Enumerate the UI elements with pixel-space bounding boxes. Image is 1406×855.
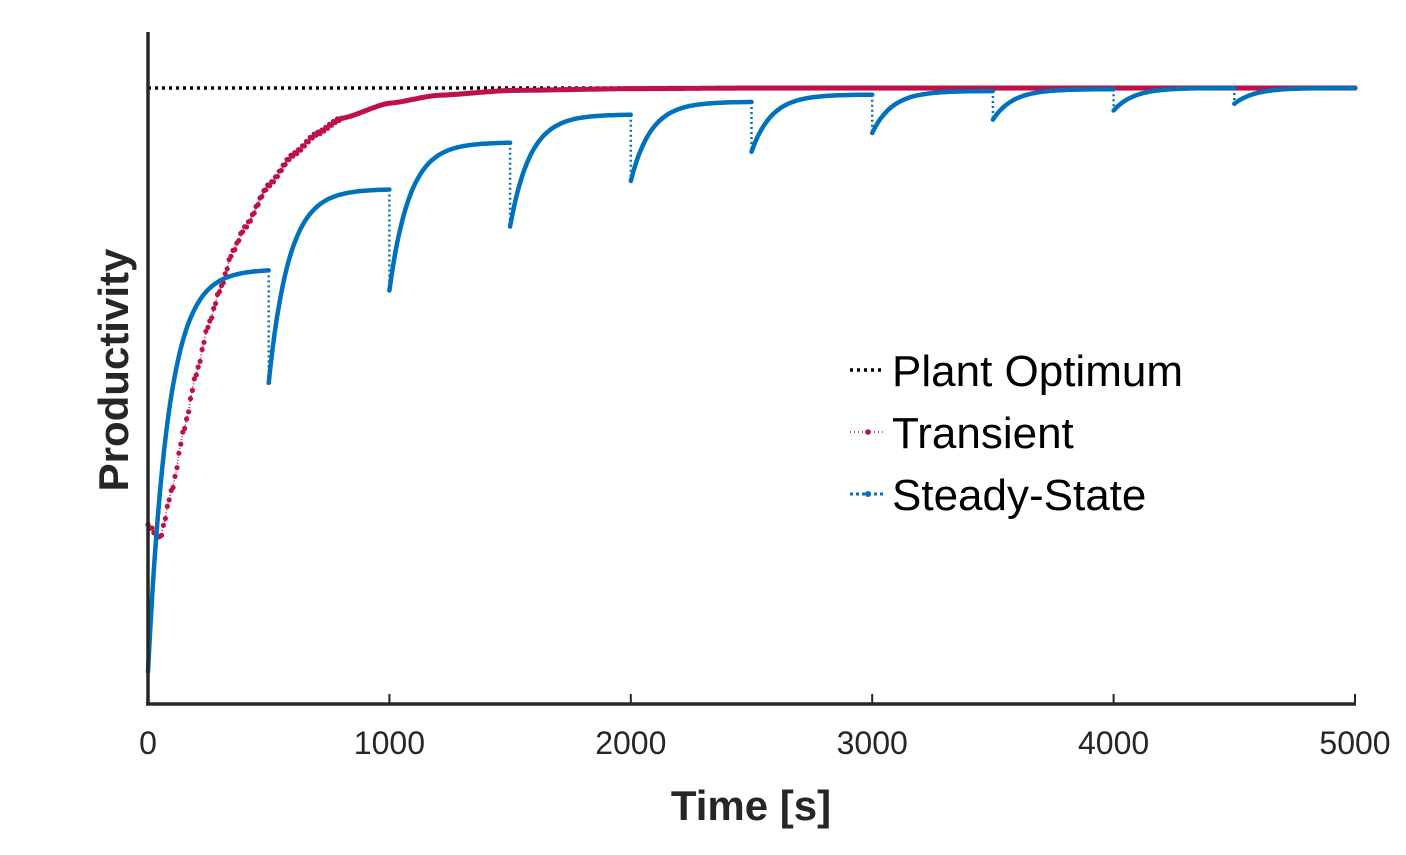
series-transient-point-8 (160, 522, 166, 528)
x-tick-label-0: 0 (139, 725, 157, 761)
series-transient (145, 85, 1358, 540)
series-steady-state-segment-9 (1232, 85, 1358, 107)
series-transient-point-40 (222, 271, 228, 277)
series-transient-point-43 (228, 253, 234, 259)
series-transient-point-65 (270, 179, 277, 185)
series-transient-point-25 (193, 372, 199, 378)
series-steady-state-segment-1 (266, 187, 392, 386)
series-transient-point-31 (205, 324, 211, 330)
legend-label-transient: Transient (892, 409, 1074, 458)
series-transient-point-20 (184, 416, 190, 422)
legend-item-steady-state: Steady-State (850, 471, 1146, 520)
series-transient-point-2 (149, 525, 155, 531)
series-transient-point-51 (243, 224, 250, 230)
series-steady-state-segment-5 (749, 92, 875, 155)
series-transient-point-34 (211, 305, 217, 311)
series-transient-point-16 (176, 450, 182, 456)
series-transient-point-79 (298, 147, 304, 153)
x-tick-label-2: 2000 (595, 725, 666, 761)
series-transient-point-71 (282, 162, 288, 168)
series-transient-point-33 (209, 315, 215, 321)
series-transient-point-15 (174, 465, 180, 471)
series-transient-point-30 (203, 328, 209, 334)
series-transient-point-45 (232, 247, 238, 253)
series-transient-point-59 (259, 193, 265, 200)
series-steady-state-segment-6 (869, 88, 996, 136)
x-tick-label-4: 4000 (1078, 725, 1149, 761)
series-transient-point-10 (164, 503, 170, 509)
legend-item-plant-optimum: Plant Optimum (850, 347, 1183, 396)
series-transient-point-27 (197, 358, 203, 364)
series-transient-point-83 (305, 139, 311, 145)
series-steady-state-segment-8 (1111, 85, 1237, 113)
x-tick-label-1: 1000 (354, 725, 425, 761)
x-tick-label-5: 5000 (1319, 725, 1390, 761)
series-transient-point-29 (201, 339, 207, 345)
legend-label-plant-optimum: Plant Optimum (892, 347, 1183, 396)
series-transient-point-49 (240, 229, 246, 235)
series-transient-point-26 (195, 364, 201, 370)
series-transient-point-11 (166, 497, 172, 503)
series-steady-state-segment-3 (507, 112, 634, 229)
series-transient-point-7 (158, 532, 165, 538)
series-layer (145, 85, 1358, 675)
legend-item-transient: Transient (850, 409, 1074, 458)
series-transient-point-53 (247, 218, 253, 224)
series-steady-state-segment-2 (387, 140, 513, 293)
series-transient-point-28 (199, 346, 205, 353)
y-axis-title: Productivity (90, 248, 137, 491)
series-transient-point-21 (186, 409, 192, 415)
x-ticks: 0 1000 2000 3000 4000 5000 (139, 694, 1391, 761)
series-steady-state-segment-4 (628, 99, 754, 184)
series-transient-point-17 (178, 441, 184, 447)
series-transient-point-85 (309, 135, 315, 141)
series-transient-point-63 (267, 183, 273, 189)
series-transient-point-73 (286, 157, 292, 163)
series-transient-point-37 (216, 289, 223, 295)
series-transient-point-41 (224, 266, 230, 272)
series-transient-point-22 (187, 396, 194, 402)
legend-marker-steady-state (865, 491, 871, 497)
x-tick-label-3: 3000 (837, 725, 908, 761)
series-steady-state (145, 85, 1358, 675)
legend-label-steady-state: Steady-State (892, 471, 1146, 520)
series-transient-point-19 (182, 425, 188, 432)
series-transient-point-55 (251, 210, 257, 216)
series-transient-point-61 (263, 187, 269, 193)
series-transient-point-81 (301, 143, 307, 149)
series-steady-state-segment-0 (145, 268, 271, 675)
series-steady-state-segment-7 (990, 86, 1116, 122)
series-transient-point-24 (191, 376, 197, 382)
series-transient-point-47 (236, 238, 242, 244)
series-transient-point-23 (189, 387, 195, 393)
series-transient-point-13 (170, 484, 176, 491)
series-transient-point-69 (278, 167, 284, 174)
series-transient-point-35 (213, 301, 219, 307)
series-transient-point-93 (325, 125, 331, 131)
series-transient-point-14 (172, 473, 178, 479)
series-transient-line (147, 87, 1355, 539)
x-axis-title: Time [s] (671, 782, 831, 829)
series-transient-point-77 (294, 151, 300, 157)
series-transient-point-67 (274, 173, 280, 180)
series-transient-point-57 (255, 202, 261, 208)
legend: Plant Optimum Transient Steady-State (850, 347, 1183, 520)
legend-marker-transient (865, 429, 871, 435)
series-transient-point-9 (162, 515, 168, 522)
